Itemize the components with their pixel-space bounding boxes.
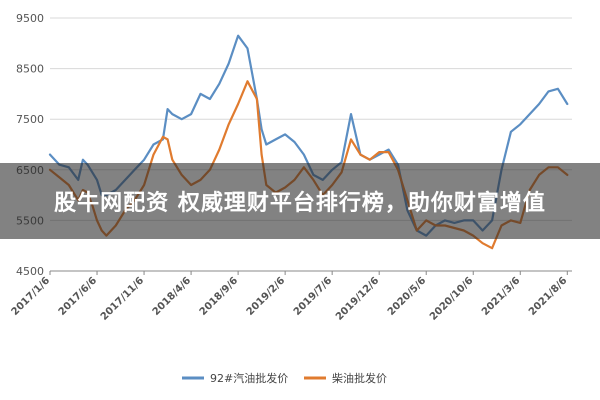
y-tick-label: 4500 [16, 265, 44, 278]
x-tick-label: 2020/10/6 [428, 275, 475, 322]
legend-label-2: 柴油批发价 [332, 371, 387, 385]
x-tick-label: 2019/2/6 [245, 275, 287, 317]
y-tick-label: 8500 [16, 63, 44, 76]
caption-banner: 股牛网配资 权威理财平台排行榜，助你财富增值 [0, 163, 600, 239]
y-tick-label: 9500 [16, 12, 44, 25]
caption-text: 股牛网配资 权威理财平台排行榜，助你财富增值 [54, 191, 546, 216]
x-tick-label: 2017/1/6 [10, 275, 52, 317]
x-tick-label: 2020/5/6 [386, 275, 428, 317]
y-tick-label: 7500 [16, 113, 44, 126]
x-tick-label: 2018/4/6 [151, 275, 193, 317]
x-tick-label: 2019/7/6 [292, 275, 334, 317]
x-tick-label: 2021/3/6 [480, 275, 522, 317]
legend: 92#汽油批发价 柴油批发价 [182, 371, 387, 385]
x-tick-label: 2017/6/6 [57, 275, 99, 317]
x-tick-label: 2019/12/6 [334, 275, 381, 322]
x-axis-ticks: 2017/1/6 2017/6/6 2017/11/6 2018/4/6 2018/9/… [10, 271, 569, 323]
x-tick-label: 2017/11/6 [99, 275, 146, 322]
x-tick-label: 2021/8/6 [527, 275, 569, 317]
legend-label-1: 92#汽油批发价 [210, 371, 288, 385]
x-tick-label: 2018/9/6 [198, 275, 240, 317]
